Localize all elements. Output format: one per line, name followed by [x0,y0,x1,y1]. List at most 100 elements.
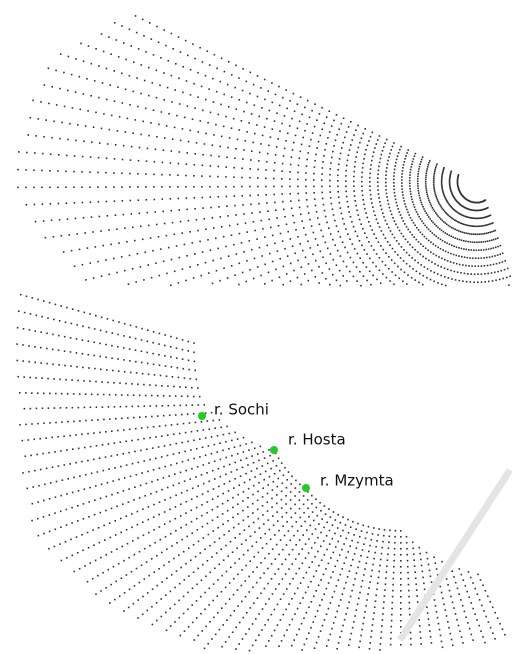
dot [278,645,280,647]
dot [322,235,324,238]
dot [341,241,344,243]
dot [389,280,391,282]
dot [439,634,442,637]
dot [455,220,458,222]
dot [250,113,253,115]
dot [231,454,233,457]
dot [354,578,356,580]
dot [113,200,116,202]
dot [424,181,427,183]
dot [106,215,109,217]
dot [281,162,284,165]
dot [448,179,451,181]
dot [241,569,243,571]
dot [319,501,321,504]
dot [427,249,429,252]
dot [278,529,280,532]
dot [166,577,168,580]
dot [239,533,241,535]
dot [504,260,506,262]
dot [337,230,340,233]
dot [299,243,301,245]
dot [155,490,158,493]
dot [407,577,410,580]
dot [282,155,285,157]
dot [161,581,163,583]
dot [436,213,438,216]
dot [183,579,186,581]
dot [369,176,371,179]
dot [182,91,184,94]
dot [47,317,49,319]
dot [189,129,192,132]
dot [473,209,475,212]
dot [434,263,436,265]
dot [355,204,357,207]
dot [261,608,264,610]
dot [201,196,204,199]
dot [100,127,103,130]
dot [505,276,508,279]
dot [65,378,67,381]
dot [306,158,308,161]
dot [227,215,229,217]
dot [149,544,151,547]
dot [428,624,430,626]
dot [178,616,181,619]
dot [94,499,96,501]
dot [456,179,459,182]
dot [280,507,283,509]
dot [148,574,150,577]
dot [300,143,303,146]
dot [476,217,479,220]
dot [485,232,488,235]
dot [437,215,439,217]
dot [213,134,215,136]
dot [89,186,91,188]
dot [170,284,172,287]
dot [297,164,300,167]
dot [178,77,180,80]
dot [169,532,172,535]
dot [173,404,176,407]
dot [307,279,310,282]
dot [203,647,206,650]
dot [491,255,494,258]
dot [384,219,387,222]
dot [192,413,195,415]
dot [354,230,357,233]
dot [370,283,372,286]
dot [29,313,32,315]
dot [381,546,384,549]
dot [67,138,69,141]
dot [78,248,81,251]
dot [356,280,358,282]
dot [173,270,176,273]
dot [233,195,236,197]
dot [147,470,149,473]
dot [338,128,340,130]
dot [349,216,352,218]
dot [128,556,130,559]
dot [239,475,242,477]
dot [472,217,475,219]
dot [238,99,241,101]
dot [358,597,360,600]
dot [361,171,363,174]
dot [200,85,203,88]
dot [120,531,122,534]
dot [463,206,466,209]
dot [166,486,169,489]
dot [183,630,186,632]
dot [275,146,278,148]
dot [77,520,79,522]
dot [301,548,304,550]
dot [337,191,339,193]
dot [329,633,332,636]
dot [411,257,413,259]
dot [265,194,267,196]
dot [334,546,337,548]
dot [417,173,419,175]
dot [417,170,420,173]
dot [348,601,350,604]
